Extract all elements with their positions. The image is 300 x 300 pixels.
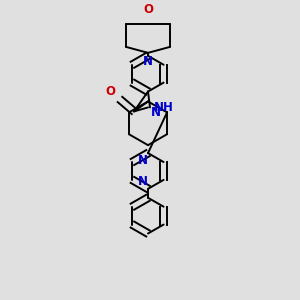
Text: N: N — [137, 154, 147, 166]
Text: NH: NH — [154, 101, 174, 114]
Text: O: O — [143, 3, 153, 16]
Text: O: O — [105, 85, 115, 98]
Text: N: N — [143, 55, 153, 68]
Text: N: N — [137, 176, 147, 188]
Text: N: N — [151, 106, 161, 119]
